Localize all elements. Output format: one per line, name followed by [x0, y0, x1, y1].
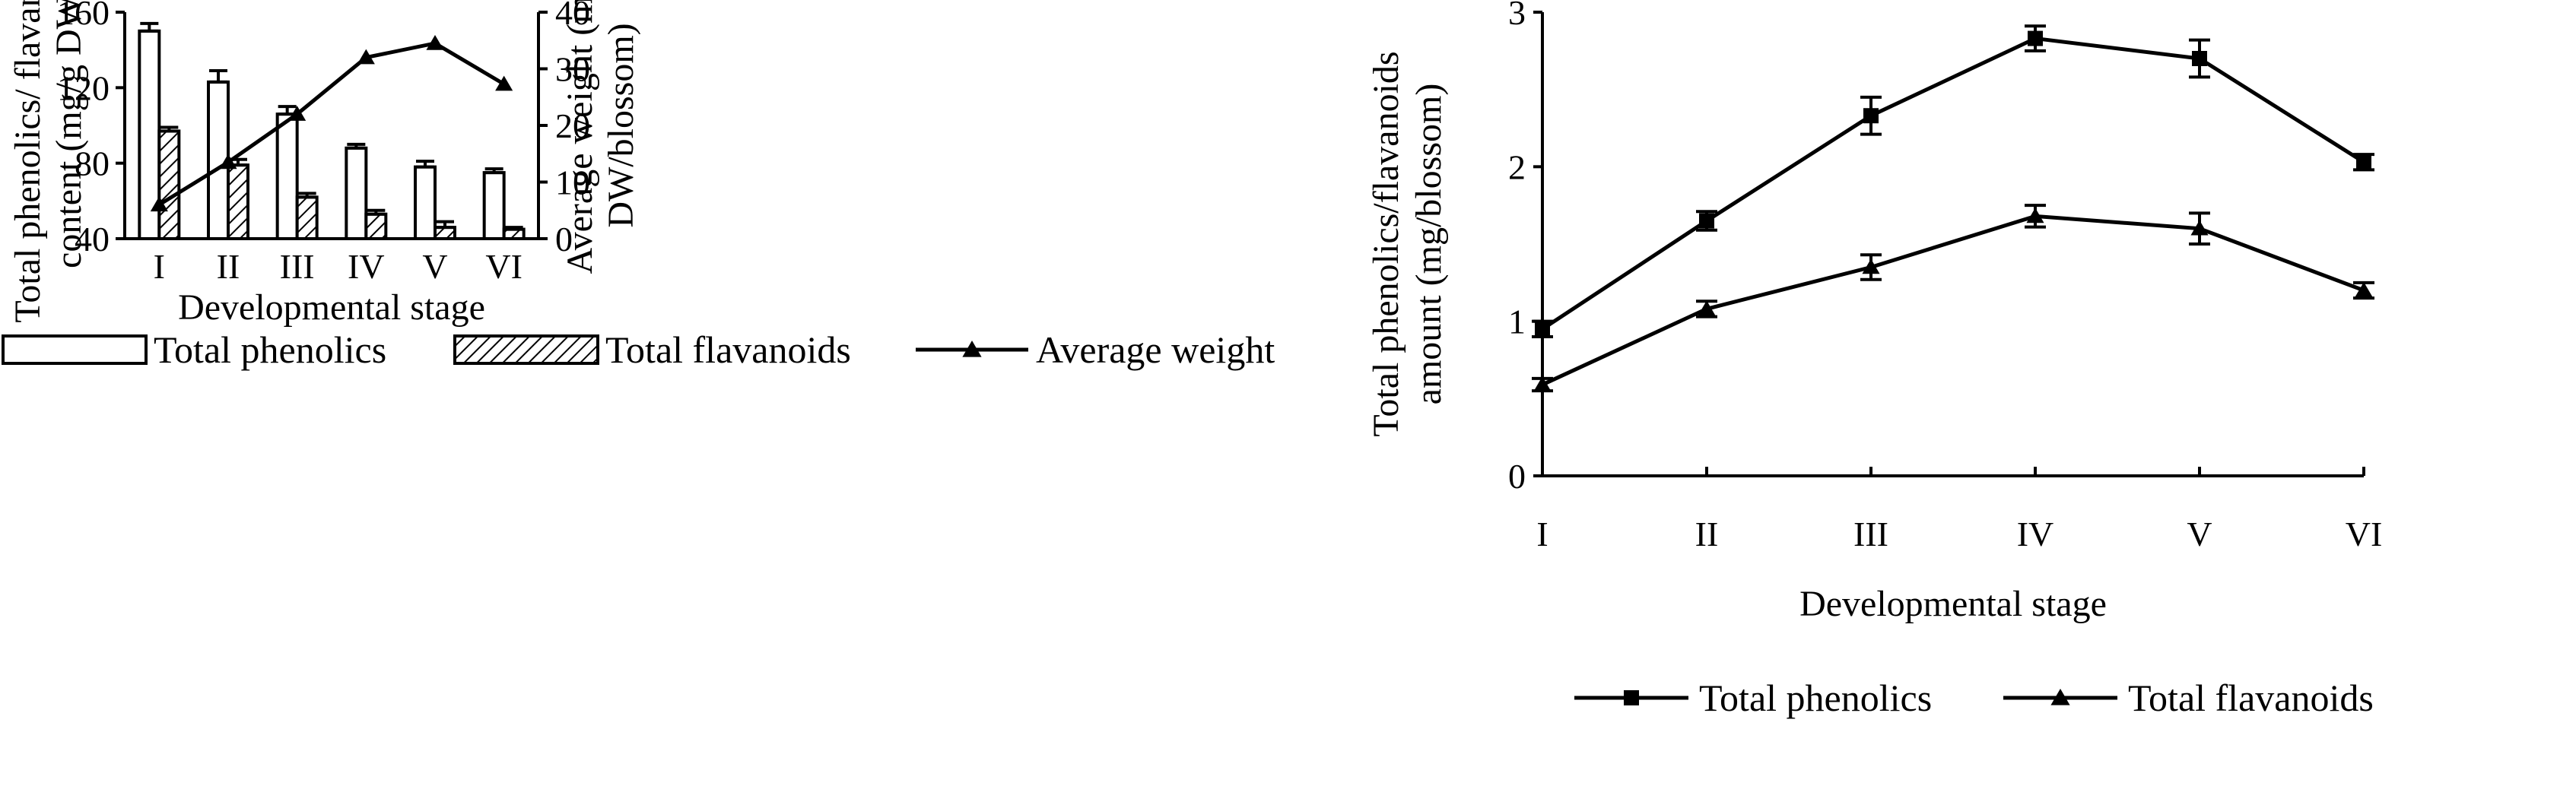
- c1-bar-total-flavanoids: [295, 195, 319, 241]
- c2-point-total-phenolics: [1699, 213, 1714, 229]
- c2-category-label: V: [2187, 515, 2212, 553]
- c2-point-total-flavanoids: [1533, 376, 1552, 391]
- c2-category-label: I: [1536, 515, 1548, 553]
- c1-right-tick-label: 0: [555, 220, 573, 258]
- c1-category-label: IV: [348, 247, 385, 286]
- c1-right-tick-label: 40: [555, 0, 590, 32]
- c2-y-tick-label: 3: [1508, 0, 1526, 32]
- c2-point-total-flavanoids: [1698, 300, 1716, 316]
- c1-bar-total-phenolics: [345, 146, 368, 240]
- c2-category-label: IV: [2017, 515, 2054, 553]
- c1-y2-axis-title-line-2: DW/blossom): [601, 23, 641, 227]
- c1-line-average-weight: [158, 41, 505, 207]
- c2-y-tick-label: 2: [1508, 147, 1526, 186]
- c1-right-tick-label: 30: [555, 50, 590, 89]
- c1-bar-total-flavanoids: [364, 212, 388, 241]
- c1-point-average-weight: [219, 154, 237, 170]
- c1-bar-total-flavanoids: [227, 163, 249, 240]
- c1-left-tick-label: 160: [57, 0, 110, 32]
- c2-point-total-flavanoids: [2026, 208, 2044, 223]
- c1-bar-total-flavanoids: [157, 129, 181, 240]
- c2-legend-marker-total-phenolics: [1624, 690, 1639, 705]
- c1-point-average-weight: [495, 75, 513, 91]
- c1-category-label: II: [217, 247, 240, 286]
- c1-legend-swatch-total-phenolics: [2, 334, 148, 365]
- c2-legend-label-total-flavanoids: Total flavanoids: [2128, 677, 2374, 719]
- c2-line-total-flavanoids: [1541, 214, 2365, 387]
- c1-point-average-weight: [426, 34, 444, 50]
- c1-left-tick-label: 120: [57, 68, 110, 107]
- c1-y-axis-title-line-2: content (mg/g DW): [49, 0, 89, 268]
- c1-right-tick-label: 10: [555, 163, 590, 202]
- c2-point-total-phenolics: [2028, 30, 2043, 46]
- c1-legend-label-total-flavanoids: Total flavanoids: [605, 328, 851, 371]
- c1-x-axis-title: Developmental stage: [178, 287, 485, 328]
- c2-y-tick-label: 0: [1508, 457, 1526, 496]
- c1-point-average-weight: [288, 106, 307, 121]
- c1-category-label: III: [280, 247, 315, 286]
- c1-right-tick-label: 20: [555, 106, 590, 145]
- c1-category-label: I: [154, 247, 165, 286]
- c2-legend-marker-total-flavanoids: [2050, 689, 2070, 705]
- c1-legend-marker-average-weight: [962, 341, 982, 357]
- c1-y-axis-title-line-1: Total phenolics/ flavanoids: [8, 0, 48, 323]
- c2-point-total-phenolics: [1863, 108, 1879, 124]
- c2-y-axis-title-line-2: amount (mg/blossom): [1409, 84, 1449, 405]
- c1-left-tick-label: 40: [75, 220, 110, 258]
- c1-y2-axis-title-line-1: Average weight (mg: [560, 0, 600, 274]
- c2-y-axis-title-line-1: Total phenolics/flavanoids: [1366, 51, 1406, 436]
- c1-left-tick-label: 80: [75, 144, 110, 183]
- c1-point-average-weight: [357, 49, 375, 65]
- c1-bar-total-phenolics: [414, 165, 437, 240]
- c2-point-total-flavanoids: [2190, 220, 2209, 236]
- c2-category-label: II: [1695, 515, 1719, 553]
- c2-legend-label-total-phenolics: Total phenolics: [1699, 677, 1932, 719]
- c2-line-total-phenolics: [1541, 36, 2365, 331]
- c1-bar-total-phenolics: [275, 113, 299, 240]
- c1-category-label: V: [422, 247, 447, 286]
- c2-x-axis-title: Developmental stage: [1799, 584, 2107, 624]
- c1-legend-swatch-total-flavanoids: [453, 334, 599, 365]
- c2-point-total-flavanoids: [1862, 258, 1880, 274]
- c1-point-average-weight: [150, 196, 168, 212]
- c1-legend-label-average-weight: Average weight: [1036, 328, 1275, 371]
- c2-category-label: VI: [2346, 515, 2383, 553]
- c2-point-total-phenolics: [2356, 154, 2371, 170]
- c2-y-tick-label: 1: [1508, 303, 1526, 341]
- c2-category-label: III: [1853, 515, 1888, 553]
- c2-point-total-phenolics: [2192, 51, 2207, 66]
- c2-point-total-flavanoids: [2355, 282, 2373, 297]
- c1-bar-total-flavanoids: [434, 226, 456, 241]
- c1-bar-total-phenolics: [482, 171, 506, 240]
- c2-point-total-phenolics: [1535, 321, 1550, 337]
- c1-category-label: VI: [485, 247, 523, 286]
- c1-legend-label-total-phenolics: Total phenolics: [154, 328, 386, 371]
